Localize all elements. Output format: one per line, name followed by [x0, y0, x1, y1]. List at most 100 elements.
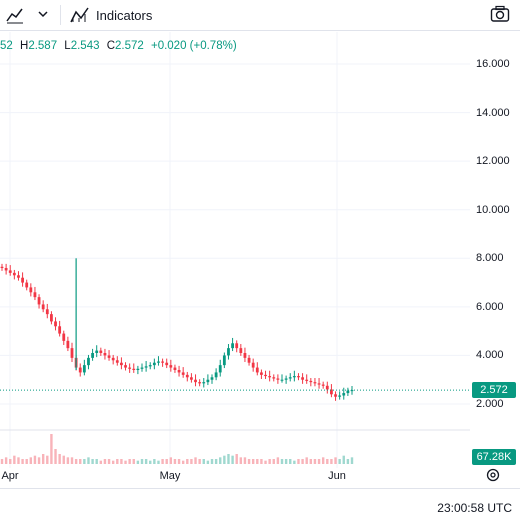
candle-body — [190, 377, 193, 380]
candle-body — [210, 377, 214, 380]
candle-body — [305, 379, 309, 381]
time-label-may: May — [159, 470, 181, 482]
candle-body — [334, 394, 337, 397]
chart-type-dropdown[interactable] — [38, 9, 48, 19]
candle-body — [309, 380, 313, 383]
candle-body — [37, 297, 41, 305]
volume-badge: 67.28K — [472, 449, 516, 465]
indicators-icon — [70, 7, 89, 23]
volume-bar — [33, 455, 37, 464]
candle-body — [173, 367, 177, 370]
candle-body — [107, 355, 111, 358]
chart-type-button[interactable] — [6, 6, 24, 24]
candle-body — [350, 390, 354, 392]
candle-body — [177, 370, 181, 373]
volume-bar — [247, 459, 251, 464]
volume-bar — [264, 460, 267, 464]
volume-bar — [140, 459, 144, 464]
candle-body — [115, 360, 119, 363]
volume-bar — [128, 459, 131, 464]
last-price-badge: 2.572 — [472, 382, 516, 398]
volume-bar — [116, 459, 119, 464]
candle-body — [120, 362, 123, 366]
candle-body — [132, 368, 136, 370]
candle-body — [321, 384, 325, 386]
settings-button[interactable] — [485, 467, 501, 483]
volume-bar — [268, 459, 271, 464]
candle-body — [157, 361, 160, 363]
volume-bar — [21, 459, 24, 464]
volume-bar — [4, 457, 8, 464]
volume-bar — [350, 457, 354, 464]
volume-bar — [313, 459, 317, 464]
time-label-jun: Jun — [328, 470, 346, 482]
candle-body — [165, 362, 169, 366]
candle-body — [78, 367, 82, 373]
candle-body — [136, 368, 140, 370]
high-key: H — [20, 40, 29, 52]
candle-body — [198, 382, 202, 384]
volume-bar — [239, 457, 243, 464]
volume-bar — [334, 457, 337, 464]
volume-bar — [330, 459, 333, 464]
volume-bar — [293, 460, 296, 464]
volume-bar — [107, 459, 111, 464]
price-axis[interactable]: 16.000 14.000 12.000 10.000 8.000 6.000 … — [470, 32, 520, 468]
status-bar: 23:00:58 UTC — [0, 488, 520, 521]
volume-bar — [309, 459, 313, 464]
top-toolbar: Indicators — [0, 0, 520, 31]
candle-body — [255, 367, 259, 373]
volume-bar — [231, 455, 234, 464]
candle-body — [297, 376, 300, 378]
divider — [60, 5, 61, 25]
price-tick: 4.000 — [476, 349, 504, 361]
candle-body — [148, 365, 152, 367]
candle-body — [50, 314, 53, 322]
volume-bar — [243, 457, 247, 464]
volume-bar — [132, 459, 135, 464]
candle-body — [330, 389, 333, 395]
volume-bar — [219, 457, 222, 464]
time-label-apr: Apr — [1, 470, 19, 482]
gear-icon — [486, 468, 500, 482]
candle-body — [268, 376, 272, 378]
candle-body — [292, 376, 296, 378]
volume-bar — [284, 459, 288, 464]
candle-body — [325, 385, 329, 390]
candle-body — [128, 367, 132, 369]
volume-bar — [124, 460, 127, 464]
volume-bar — [223, 455, 226, 464]
volume-bar — [136, 460, 140, 464]
candle-body — [144, 366, 148, 368]
volume-bar — [186, 459, 189, 464]
candle-body — [251, 362, 255, 368]
volume-bar — [190, 459, 193, 464]
utc-clock[interactable]: 23:00:58 UTC — [437, 501, 512, 515]
candle-body — [239, 348, 243, 353]
volume-bar — [227, 454, 230, 464]
candle-body — [181, 372, 185, 375]
price-tick: 8.000 — [476, 252, 504, 264]
volume-bar — [177, 459, 181, 464]
volume-bar — [70, 457, 74, 464]
candle-body — [218, 365, 222, 373]
price-tick: 14.000 — [476, 107, 510, 119]
volume-bar — [342, 455, 345, 464]
candle-body — [276, 378, 280, 380]
candle-body — [222, 355, 226, 366]
volume-bar — [25, 459, 28, 464]
candle-body — [82, 365, 86, 373]
volume-bar — [153, 459, 156, 464]
price-chart[interactable] — [0, 32, 470, 468]
volume-bar — [338, 459, 341, 464]
volume-bar — [260, 459, 263, 464]
screenshot-button[interactable] — [490, 5, 510, 23]
candle-body — [103, 353, 107, 356]
volume-bar — [54, 449, 57, 464]
volume-bar — [161, 459, 164, 464]
volume-bar — [165, 459, 168, 464]
candle-body — [260, 372, 263, 375]
volume-bar — [346, 459, 350, 464]
indicators-button[interactable]: Indicators — [70, 5, 152, 25]
volume-bar — [289, 459, 292, 464]
